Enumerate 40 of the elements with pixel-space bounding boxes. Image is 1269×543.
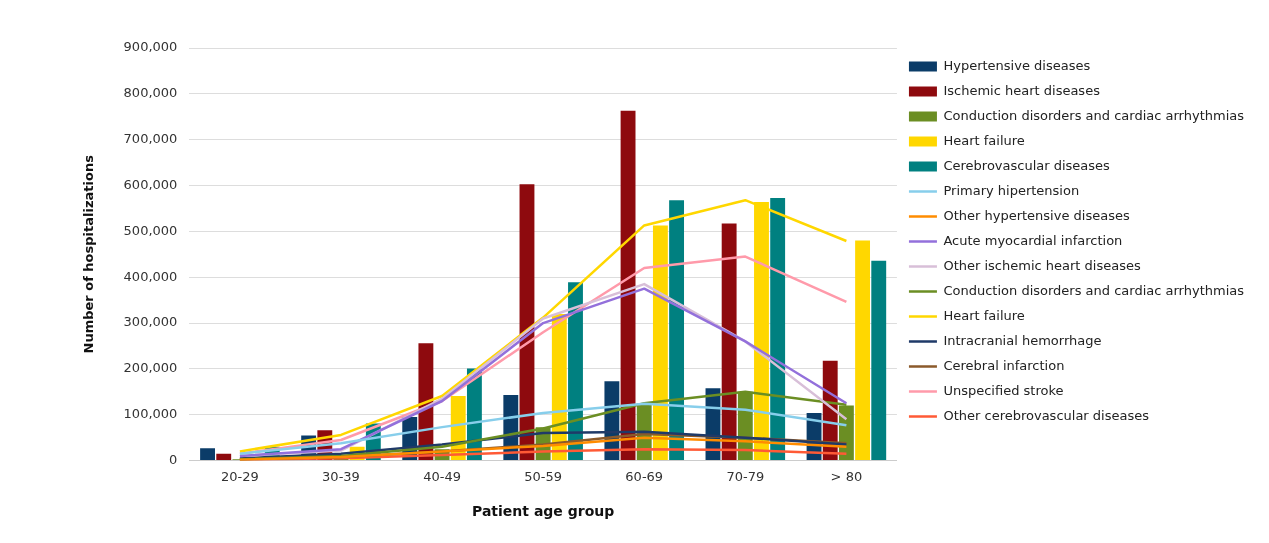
x-axis-title: Patient age group xyxy=(472,503,615,520)
y-tick-label: 500,000 xyxy=(123,222,178,238)
y-tick-label: 900,000 xyxy=(123,39,178,55)
y-tick-label: 100,000 xyxy=(123,406,178,422)
bar xyxy=(669,200,685,461)
bar xyxy=(216,453,232,461)
x-tick-label: 40-49 xyxy=(423,468,461,484)
bar xyxy=(200,448,215,461)
x-tick-label: 60-69 xyxy=(625,468,664,484)
x-tick-label: 30-39 xyxy=(322,468,360,484)
legend-label: Other hypertensive diseases xyxy=(943,207,1130,223)
legend-label: Conduction disorders and cardiac arrhythmias xyxy=(943,107,1245,123)
y-tick-label: 300,000 xyxy=(123,314,178,330)
legend-label: Heart failure xyxy=(943,132,1025,148)
legend-label: Conduction disorders and cardiac arrhythmias xyxy=(943,282,1245,298)
y-tick-label: 700,000 xyxy=(123,131,178,147)
y-tick-label: 400,000 xyxy=(123,268,178,284)
bar xyxy=(855,240,871,461)
legend-label: Primary hipertension xyxy=(943,182,1080,198)
y-tick-label: 600,000 xyxy=(123,176,178,192)
x-tick-label: 20-29 xyxy=(221,468,259,484)
legend-label: Unspecified stroke xyxy=(943,382,1064,398)
y-tick-label: 200,000 xyxy=(123,360,178,376)
x-tick-label: > 80 xyxy=(830,468,863,484)
legend-label: Cerebrovascular diseases xyxy=(943,157,1111,173)
y-axis-title: Number of hospitalizations xyxy=(81,154,97,354)
bar xyxy=(871,260,887,461)
legend-label: Other ischemic heart diseases xyxy=(943,257,1141,273)
legend-label: Intracranial hemorrhage xyxy=(943,332,1102,348)
y-tick-label: 0 xyxy=(169,451,178,467)
legend-label: Acute myocardial infarction xyxy=(943,232,1123,248)
legend-label: Heart failure xyxy=(943,307,1025,323)
legend-label: Other cerebrovascular diseases xyxy=(943,407,1150,423)
y-tick-label: 800,000 xyxy=(123,85,178,101)
legend-label: Ischemic heart diseases xyxy=(943,82,1101,98)
x-tick-label: 50-59 xyxy=(524,468,563,484)
bar xyxy=(721,223,737,461)
x-tick-label: 70-79 xyxy=(726,468,765,484)
legend-label: Hypertensive diseases xyxy=(943,57,1091,73)
legend-label: Cerebral infarction xyxy=(943,357,1065,373)
